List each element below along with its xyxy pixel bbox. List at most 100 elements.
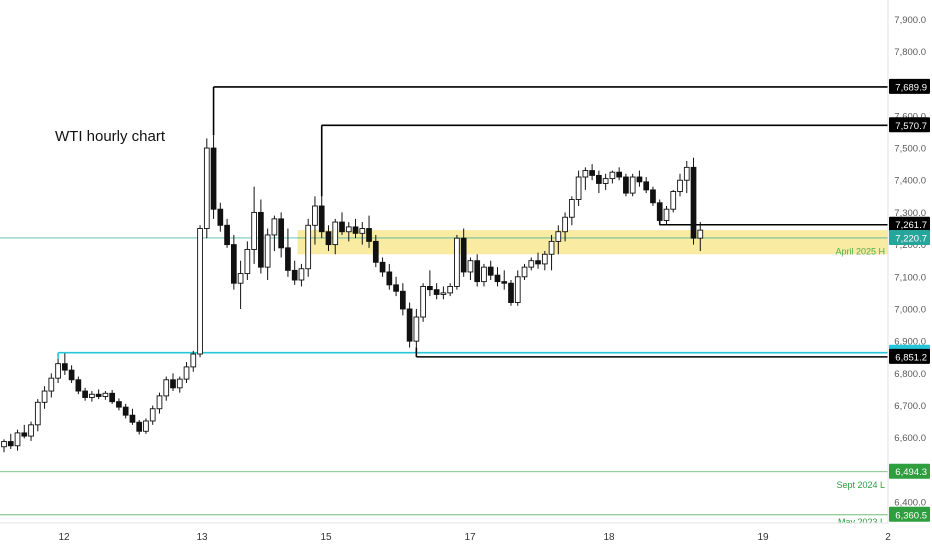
candle-body <box>481 266 487 283</box>
candle <box>68 365 75 383</box>
price-tick-label: 6,600.0 <box>894 433 926 444</box>
candle-body <box>149 408 156 422</box>
candle <box>163 376 170 401</box>
candle <box>244 241 251 281</box>
candle <box>203 138 210 239</box>
candle <box>386 263 393 290</box>
candle-body <box>55 363 61 379</box>
candle-body <box>420 285 426 318</box>
price-tick-label: 6,400.0 <box>894 498 926 509</box>
candle-body <box>589 170 595 176</box>
candle <box>122 403 129 419</box>
candle <box>61 353 68 375</box>
candle <box>230 234 237 290</box>
candle <box>541 251 548 271</box>
candle-body <box>28 424 34 437</box>
price-tick-label: 7,300.0 <box>894 208 926 219</box>
price-level-labels: 7,689.97,570.77,261.77,220.76,864.16,851… <box>889 78 930 522</box>
candle-body <box>210 147 217 210</box>
candle <box>372 234 379 268</box>
candle <box>494 267 501 287</box>
candle <box>312 196 318 245</box>
candle-body <box>643 181 650 191</box>
candle <box>663 205 670 226</box>
candle-body <box>616 171 623 178</box>
candle <box>21 424 28 439</box>
candle <box>102 391 109 400</box>
candle-body <box>48 377 55 392</box>
candle-body <box>433 289 440 295</box>
candle-body <box>325 231 332 246</box>
candle-body <box>230 244 237 284</box>
candle <box>535 252 541 269</box>
candle-body <box>366 228 372 242</box>
candle <box>183 362 190 383</box>
candle <box>14 429 21 451</box>
candle <box>656 199 663 226</box>
price-level-tag-label: 7,689.9 <box>895 82 927 93</box>
level-annotation: May 2023 L <box>838 517 885 527</box>
candle <box>271 215 278 252</box>
candle-body <box>683 166 690 181</box>
candle <box>433 283 440 300</box>
candle-body <box>467 260 474 273</box>
candle-body <box>379 261 386 273</box>
candle <box>677 173 683 197</box>
candle <box>366 215 372 248</box>
candle-body <box>555 231 562 242</box>
price-level-tag-label: 7,220.7 <box>895 233 927 244</box>
candle <box>582 167 589 190</box>
candle <box>143 418 149 434</box>
price-level-tag <box>889 506 930 522</box>
candle <box>454 234 460 290</box>
candle <box>210 135 217 219</box>
candle <box>528 257 535 271</box>
candle-body <box>670 191 677 210</box>
time-tick-label: 18 <box>603 532 615 543</box>
candle <box>129 408 136 425</box>
candle <box>548 234 555 271</box>
candle-body <box>82 390 88 398</box>
candle <box>28 421 34 441</box>
time-tick-label: 17 <box>464 532 476 543</box>
candle <box>555 225 562 255</box>
candle <box>474 254 481 287</box>
candle <box>305 218 312 277</box>
candle <box>399 283 406 316</box>
candle <box>34 399 41 432</box>
candle-body <box>129 414 136 423</box>
candle <box>683 160 690 194</box>
candle-body <box>541 253 548 265</box>
candle-body <box>122 406 129 416</box>
candle-body <box>298 268 305 281</box>
candle-body <box>535 260 541 265</box>
time-axis[interactable] <box>0 523 932 550</box>
candle-body <box>264 234 271 268</box>
candle <box>258 199 264 274</box>
price-level-tag <box>889 348 930 364</box>
candle <box>41 386 48 409</box>
candle <box>339 212 345 235</box>
candle-body <box>508 282 514 303</box>
candle-body <box>68 369 75 381</box>
candle <box>575 170 582 206</box>
candle-body <box>447 285 454 294</box>
resistance-zone <box>297 230 888 255</box>
price-level-tag <box>889 463 930 479</box>
candle-body <box>623 176 629 194</box>
candle <box>568 196 575 226</box>
price-tick-label: 6,800.0 <box>894 369 926 380</box>
candle <box>291 260 298 285</box>
candle-body <box>34 401 41 426</box>
candle <box>75 376 82 395</box>
candle-body <box>352 226 359 234</box>
candle <box>427 270 433 297</box>
candle-body <box>61 363 68 371</box>
chart-title: WTI hourly chart <box>55 128 166 145</box>
candle <box>521 263 528 281</box>
price-level-tag-label: 6,494.3 <box>895 467 927 478</box>
candle-body <box>197 228 203 355</box>
candle-body <box>224 224 230 246</box>
price-level-tag <box>889 229 930 245</box>
